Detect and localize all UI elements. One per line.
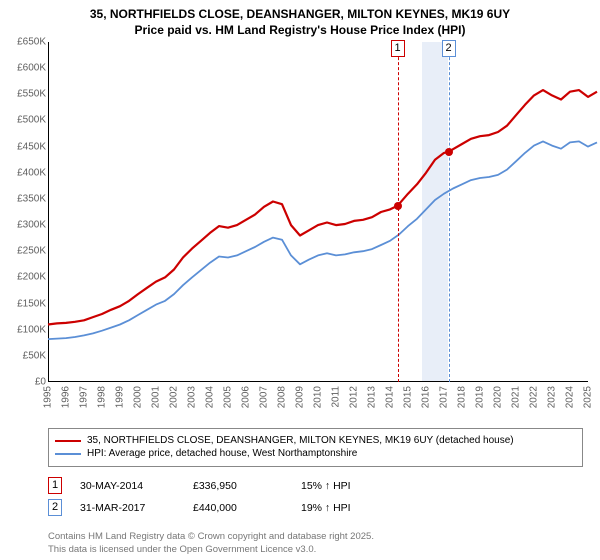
x-tick-label: 2018 [457, 386, 468, 408]
legend-item: 35, NORTHFIELDS CLOSE, DEANSHANGER, MILT… [55, 435, 576, 446]
y-tick-label: £50K [23, 350, 46, 361]
legend: 35, NORTHFIELDS CLOSE, DEANSHANGER, MILT… [48, 428, 583, 467]
x-tick-label: 1997 [79, 386, 90, 408]
y-tick-label: £150K [17, 298, 46, 309]
sale-marker [445, 148, 453, 156]
x-tick-label: 2023 [547, 386, 558, 408]
x-tick-label: 2024 [565, 386, 576, 408]
y-tick-label: £400K [17, 167, 46, 178]
chart-title: 35, NORTHFIELDS CLOSE, DEANSHANGER, MILT… [0, 0, 600, 38]
legend-swatch [55, 440, 81, 442]
y-tick-label: £500K [17, 115, 46, 126]
annotation-line [449, 42, 450, 382]
x-tick-label: 2003 [187, 386, 198, 408]
x-tick-label: 2015 [403, 386, 414, 408]
sale-price: £336,950 [193, 480, 283, 492]
x-tick-label: 2013 [367, 386, 378, 408]
y-tick-label: £100K [17, 324, 46, 335]
y-tick-label: £650K [17, 37, 46, 48]
sale-marker [394, 202, 402, 210]
y-tick-label: £300K [17, 220, 46, 231]
x-tick-label: 2019 [475, 386, 486, 408]
y-tick-label: £250K [17, 246, 46, 257]
y-tick-label: £350K [17, 193, 46, 204]
series-svg [48, 42, 588, 382]
x-tick-label: 2000 [133, 386, 144, 408]
x-tick-label: 2020 [493, 386, 504, 408]
footer: Contains HM Land Registry data © Crown c… [48, 531, 374, 556]
x-tick-label: 2007 [259, 386, 270, 408]
y-tick-label: £550K [17, 89, 46, 100]
x-tick-label: 2021 [511, 386, 522, 408]
legend-label: 35, NORTHFIELDS CLOSE, DEANSHANGER, MILT… [87, 435, 514, 446]
x-tick-label: 2002 [169, 386, 180, 408]
sale-row: 2 31-MAR-2017 £440,000 19% ↑ HPI [48, 499, 583, 516]
footer-line-1: Contains HM Land Registry data © Crown c… [48, 531, 374, 543]
footer-line-2: This data is licensed under the Open Gov… [48, 544, 374, 556]
x-tick-label: 2008 [277, 386, 288, 408]
y-axis: £0£50K£100K£150K£200K£250K£300K£350K£400… [0, 42, 48, 382]
sale-price: £440,000 [193, 502, 283, 514]
legend-swatch [55, 453, 81, 455]
sales-table: 1 30-MAY-2014 £336,950 15% ↑ HPI 2 31-MAR-201… [48, 472, 583, 521]
annotation-line [398, 42, 399, 382]
x-tick-label: 2009 [295, 386, 306, 408]
title-line-2: Price paid vs. HM Land Registry's House … [0, 22, 600, 38]
sale-index-box: 2 [48, 499, 62, 516]
series-line-hpi [48, 141, 597, 339]
x-axis: 1995199619971998199920002001200220032004… [48, 382, 588, 412]
x-tick-label: 2001 [151, 386, 162, 408]
x-tick-label: 2022 [529, 386, 540, 408]
title-line-1: 35, NORTHFIELDS CLOSE, DEANSHANGER, MILT… [0, 6, 600, 22]
legend-item: HPI: Average price, detached house, West… [55, 448, 576, 459]
x-tick-label: 2004 [205, 386, 216, 408]
x-tick-label: 2016 [421, 386, 432, 408]
x-tick-label: 2014 [385, 386, 396, 408]
annotation-index-box: 2 [442, 40, 456, 57]
x-tick-label: 2017 [439, 386, 450, 408]
y-tick-label: £450K [17, 141, 46, 152]
x-tick-label: 2010 [313, 386, 324, 408]
sale-delta: 19% ↑ HPI [301, 502, 351, 514]
plot-area: 12 [48, 42, 588, 382]
sale-index-box: 1 [48, 477, 62, 494]
sale-date: 31-MAR-2017 [80, 502, 175, 514]
x-tick-label: 2025 [583, 386, 594, 408]
x-tick-label: 1998 [97, 386, 108, 408]
y-tick-label: £600K [17, 63, 46, 74]
chart: £0£50K£100K£150K£200K£250K£300K£350K£400… [0, 42, 600, 412]
x-tick-label: 1995 [43, 386, 54, 408]
sale-delta: 15% ↑ HPI [301, 480, 351, 492]
x-tick-label: 2006 [241, 386, 252, 408]
x-tick-label: 2011 [331, 386, 342, 408]
x-tick-label: 2012 [349, 386, 360, 408]
sale-date: 30-MAY-2014 [80, 480, 175, 492]
annotation-index-box: 1 [391, 40, 405, 57]
x-tick-label: 1996 [61, 386, 72, 408]
sale-row: 1 30-MAY-2014 £336,950 15% ↑ HPI [48, 477, 583, 494]
x-tick-label: 1999 [115, 386, 126, 408]
series-line-price_paid [48, 90, 597, 324]
y-tick-label: £200K [17, 272, 46, 283]
legend-label: HPI: Average price, detached house, West… [87, 448, 357, 459]
x-tick-label: 2005 [223, 386, 234, 408]
